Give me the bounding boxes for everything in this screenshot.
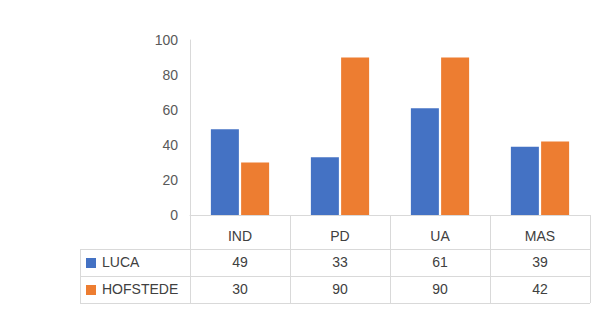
html-text:90: 90: [332, 281, 348, 297]
html-text:39: 39: [532, 254, 548, 270]
svg-text:100: 100: [155, 32, 179, 48]
svg-text:60: 60: [162, 102, 178, 118]
svg-text:PD: PD: [330, 228, 349, 244]
html-text:33: 33: [332, 254, 348, 270]
html-text:42: 42: [532, 281, 548, 297]
html-text:HOFSTEDE: HOFSTEDE: [102, 281, 179, 297]
svg-text:MAS: MAS: [525, 228, 555, 244]
html-text:30: 30: [232, 281, 248, 297]
svg-text:20: 20: [162, 172, 178, 188]
svg-text:0: 0: [170, 207, 178, 223]
svg-text:UA: UA: [430, 228, 450, 244]
html-text:49: 49: [232, 254, 248, 270]
svg-text:80: 80: [162, 67, 178, 83]
html-text:90: 90: [432, 281, 448, 297]
svg-text:IND: IND: [228, 228, 252, 244]
html-text:LUCA: LUCA: [102, 254, 140, 270]
html-text:61: 61: [432, 254, 448, 270]
svg-text:40: 40: [162, 137, 178, 153]
